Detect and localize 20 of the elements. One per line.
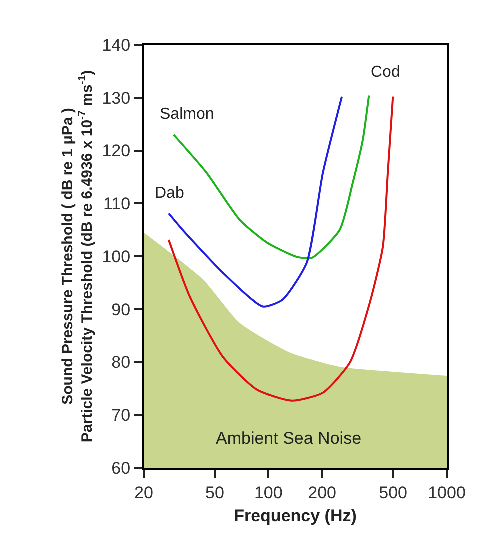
y-tick-label: 100 (102, 247, 131, 266)
series-label: Salmon (160, 106, 214, 123)
x-tick-label: 500 (379, 483, 408, 502)
y-tick-label: 80 (112, 353, 131, 372)
annotation: Ambient Sea Noise (216, 429, 362, 448)
x-axis-title: Frequency (Hz) (234, 506, 357, 526)
y-tick-label: 130 (102, 88, 131, 108)
x-tick-label: 50 (206, 483, 224, 502)
series-label: Cod (371, 64, 400, 81)
x-tick-label: 20 (134, 483, 154, 502)
y-tick-label: 70 (112, 406, 131, 426)
x-tick-label: 100 (254, 483, 283, 502)
y-tick-label: 120 (102, 142, 131, 161)
y-tick-label: 90 (112, 300, 131, 320)
y-tick-label: 140 (102, 36, 131, 55)
y-tick-label: 60 (112, 458, 131, 478)
x-tick-label: 200 (308, 483, 337, 502)
y-tick-label: 110 (103, 194, 131, 214)
x-tick-label: 1000 (428, 483, 466, 502)
series-label: Dab (155, 185, 184, 202)
